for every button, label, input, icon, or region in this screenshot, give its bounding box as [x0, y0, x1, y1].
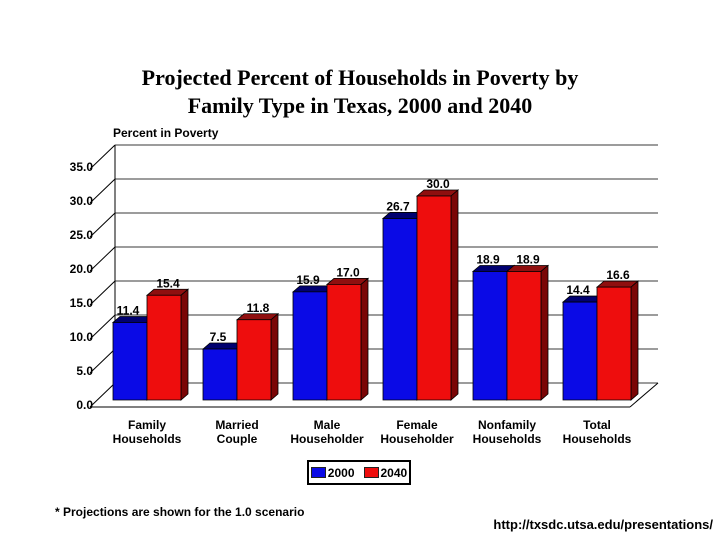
legend-label-2040: 2040 [380, 465, 408, 480]
bar-value-label-2000: 15.9 [296, 273, 320, 287]
y-axis-title: Percent in Poverty [113, 126, 219, 140]
y-tick [89, 348, 116, 374]
category-label: Family Households [113, 418, 182, 446]
bar-side-2040 [630, 280, 639, 401]
legend-label-2000: 2000 [327, 465, 355, 480]
bar-value-label-2040: 30.0 [426, 177, 450, 191]
y-tick [89, 212, 116, 238]
bar-side-2040 [360, 277, 369, 401]
bar-2040 [146, 294, 182, 401]
bar-value-label-2040: 15.4 [156, 276, 180, 290]
y-tick [89, 382, 116, 408]
y-tick-label: 15.0 [70, 296, 94, 310]
category-label: Male Householder [290, 418, 364, 446]
y-tick [89, 280, 116, 306]
bar-value-label-2040: 11.8 [247, 301, 270, 315]
y-tick [89, 144, 116, 170]
bar-2040 [326, 283, 362, 401]
legend-swatch-2000 [310, 467, 326, 478]
y-tick-label: 25.0 [70, 228, 94, 242]
bar-2000 [112, 322, 148, 401]
bar-2040 [416, 195, 452, 401]
bar-side-2040 [540, 264, 549, 401]
bar-value-label-2000: 26.7 [386, 199, 410, 213]
bar-2000 [562, 301, 598, 401]
legend-swatch-2040 [363, 467, 379, 478]
bar-side-2040 [180, 288, 189, 401]
y-tick-label: 0.0 [76, 398, 93, 412]
bar-value-label-2000: 14.4 [566, 283, 590, 297]
chart-title-line2: Family Type in Texas, 2000 and 2040 [187, 93, 533, 118]
footnote: * Projections are shown for the 1.0 scen… [55, 505, 305, 519]
y-tick-label: 20.0 [70, 262, 94, 276]
bar-2000 [202, 348, 238, 401]
bar-2000 [292, 291, 328, 401]
y-tick [89, 314, 116, 340]
category-label: Total Households [563, 418, 632, 446]
bar-2040 [506, 271, 542, 401]
bar-value-label-2000: 11.4 [117, 303, 140, 317]
bar-value-label-2000: 7.5 [210, 330, 227, 344]
y-tick-label: 10.0 [70, 330, 94, 344]
bar-value-label-2000: 18.9 [476, 252, 500, 266]
bar-value-label-2040: 16.6 [606, 268, 630, 282]
bar-2000 [382, 218, 418, 401]
chart-title-line1: Projected Percent of Households in Pover… [141, 65, 579, 90]
legend-item-2000: 2000 [310, 465, 355, 480]
floor-right-edge [629, 382, 659, 408]
y-tick-label: 5.0 [76, 364, 93, 378]
y-tick-label: 35.0 [70, 160, 94, 174]
y-tick [89, 246, 116, 272]
y-tick [89, 178, 116, 204]
bar-value-label-2040: 18.9 [516, 252, 540, 266]
category-label: Nonfamily Households [473, 418, 542, 446]
chart-title: Projected Percent of Households in Pover… [0, 64, 720, 120]
bar-2040 [596, 286, 632, 401]
legend: 2000 2040 [307, 460, 411, 485]
category-label: Female Householder [380, 418, 454, 446]
category-label: Married Couple [215, 418, 258, 446]
bar-value-label-2040: 17.0 [336, 265, 360, 279]
y-tick-label: 30.0 [70, 194, 94, 208]
source-url: http://txsdc.utsa.edu/presentations/ [493, 517, 713, 532]
bar-2000 [472, 271, 508, 401]
bar-2040 [236, 319, 272, 401]
bar-side-2040 [270, 312, 279, 401]
bar-side-2040 [450, 189, 459, 401]
legend-item-2040: 2040 [363, 465, 408, 480]
